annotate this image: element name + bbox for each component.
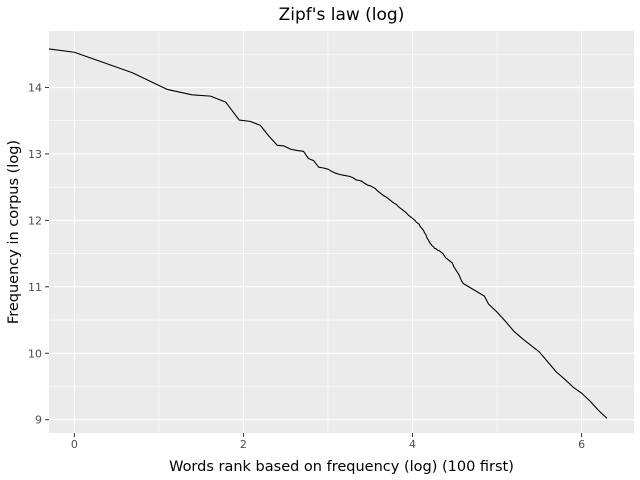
y-tick-label: 10 (28, 347, 42, 360)
plot-panel (49, 31, 634, 433)
x-tick-label: 4 (409, 438, 416, 451)
x-tick-label: 0 (71, 438, 78, 451)
x-axis-ticks: 0 2 4 6 (71, 433, 585, 451)
y-tick-label: 14 (28, 81, 42, 94)
y-tick-label: 13 (28, 148, 42, 161)
y-tick-label: 11 (28, 281, 42, 294)
x-tick-label: 6 (578, 438, 585, 451)
y-axis-title: Frequency in corpus (log) (6, 140, 22, 324)
major-gridlines (49, 31, 634, 433)
minor-gridlines (49, 31, 634, 433)
series-line (48, 48, 608, 419)
chart-title: Zipf's law (log) (279, 5, 405, 25)
x-tick-label: 2 (240, 438, 247, 451)
x-axis-title: Words rank based on frequency (log) (100… (169, 459, 514, 475)
y-tick-label: 9 (35, 414, 42, 427)
y-tick-label: 12 (28, 214, 42, 227)
y-axis-ticks: 9 10 11 12 13 14 (28, 81, 49, 427)
